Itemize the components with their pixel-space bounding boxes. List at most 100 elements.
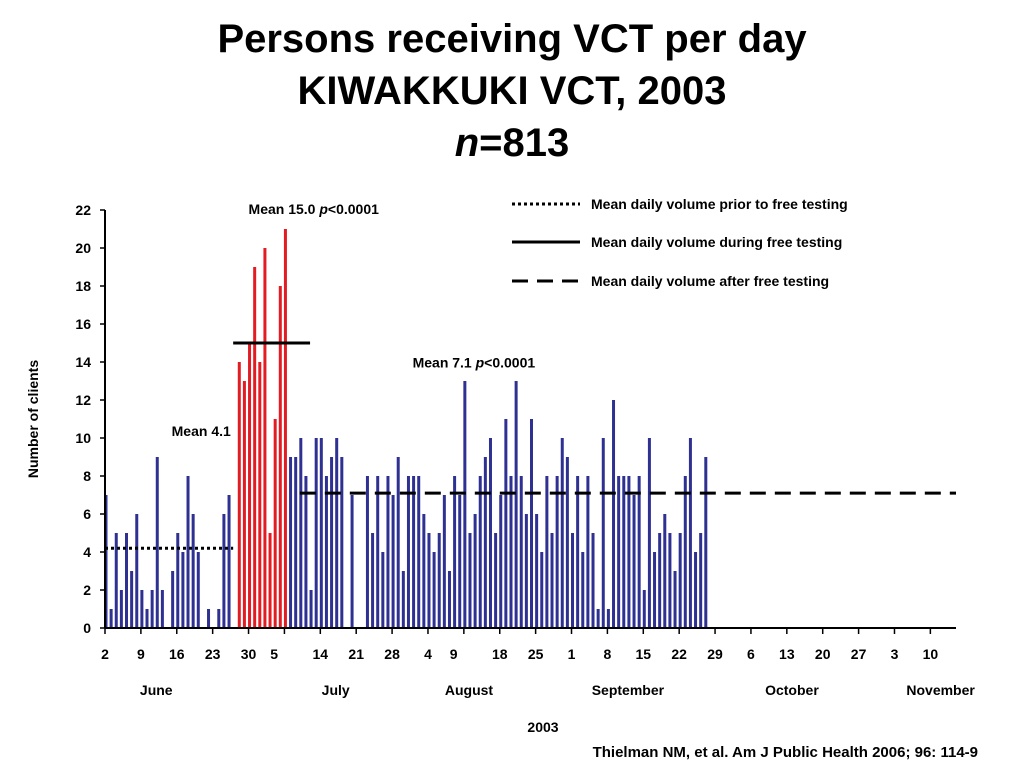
bar bbox=[688, 438, 692, 628]
bar bbox=[596, 609, 600, 628]
bar bbox=[176, 533, 180, 628]
chart-subtitle: KIWAKKUKI VCT, 2003 bbox=[297, 69, 727, 113]
bar bbox=[653, 552, 657, 628]
x-tick-label: 23 bbox=[205, 646, 221, 662]
bar bbox=[135, 514, 139, 628]
x-tick-label: 25 bbox=[528, 646, 544, 662]
bar bbox=[509, 476, 513, 628]
bar bbox=[591, 533, 595, 628]
citation: Thielman NM, et al. Am J Public Health 2… bbox=[592, 744, 978, 761]
bar bbox=[125, 533, 129, 628]
bar bbox=[350, 495, 354, 628]
bar bbox=[222, 514, 226, 628]
bar bbox=[699, 533, 703, 628]
bar bbox=[442, 495, 446, 628]
bar bbox=[381, 552, 385, 628]
bar bbox=[171, 571, 175, 628]
y-tick-label: 6 bbox=[83, 506, 91, 522]
bar bbox=[330, 457, 334, 628]
bar bbox=[540, 552, 544, 628]
bar bbox=[468, 533, 472, 628]
bar bbox=[458, 495, 462, 628]
bar bbox=[401, 571, 405, 628]
bar bbox=[499, 495, 503, 628]
bar bbox=[299, 438, 303, 628]
bar bbox=[268, 533, 272, 628]
bar bbox=[396, 457, 400, 628]
bar bbox=[304, 476, 308, 628]
bar bbox=[637, 476, 641, 628]
bar bbox=[545, 476, 549, 628]
bar bbox=[571, 533, 575, 628]
bar bbox=[647, 438, 651, 628]
annotation-p: p bbox=[318, 201, 328, 217]
bar bbox=[642, 590, 646, 628]
x-tick-label: 22 bbox=[671, 646, 687, 662]
annotation-pvalue: <0.0001 bbox=[328, 201, 379, 217]
month-label: June bbox=[140, 682, 173, 698]
bar bbox=[530, 419, 533, 628]
bar bbox=[617, 476, 621, 628]
x-tick-label: 5 bbox=[270, 646, 278, 662]
x-tick-label: 4 bbox=[424, 646, 432, 662]
x-tick-label: 8 bbox=[603, 646, 611, 662]
bar bbox=[586, 476, 590, 628]
bar bbox=[432, 552, 436, 628]
y-tick-label: 2 bbox=[83, 582, 91, 598]
bar bbox=[627, 476, 631, 628]
x-tick-label: 15 bbox=[635, 646, 651, 662]
bar bbox=[119, 590, 123, 628]
bar bbox=[186, 476, 190, 628]
sample-size-value: =813 bbox=[479, 121, 570, 165]
bar bbox=[560, 438, 564, 628]
bar bbox=[412, 476, 416, 628]
bar bbox=[622, 476, 626, 628]
bar bbox=[365, 476, 369, 628]
x-tick-label: 9 bbox=[450, 646, 458, 662]
month-label: October bbox=[765, 682, 819, 698]
x-tick-label: 18 bbox=[492, 646, 508, 662]
bar bbox=[371, 533, 375, 628]
x-tick-label: 29 bbox=[707, 646, 723, 662]
bar bbox=[606, 609, 610, 628]
bar bbox=[145, 609, 149, 628]
legend: Mean daily volume prior to free testing M… bbox=[512, 196, 848, 289]
bar bbox=[248, 343, 252, 628]
bar bbox=[565, 457, 569, 628]
x-tick-label: 3 bbox=[891, 646, 899, 662]
bar bbox=[437, 533, 441, 628]
bar bbox=[207, 609, 211, 628]
month-label: July bbox=[322, 682, 350, 698]
bar bbox=[253, 267, 257, 628]
x-axis-label: 2003 bbox=[527, 719, 558, 735]
bar bbox=[463, 381, 467, 628]
mean-annotation: Mean 7.1 p<0.0001 bbox=[413, 355, 536, 371]
y-tick-label: 12 bbox=[75, 392, 91, 408]
bar bbox=[453, 476, 457, 628]
sample-size: n=813 bbox=[0, 118, 1024, 168]
y-tick-label: 14 bbox=[75, 354, 91, 370]
bar bbox=[289, 457, 293, 628]
legend-label: Mean daily volume after free testing bbox=[591, 273, 829, 289]
bar bbox=[483, 457, 487, 628]
bar bbox=[227, 495, 231, 628]
legend-label: Mean daily volume prior to free testing bbox=[591, 196, 848, 212]
bar bbox=[694, 552, 698, 628]
bar bbox=[473, 514, 477, 628]
bar bbox=[678, 533, 682, 628]
bar bbox=[524, 514, 528, 628]
bar bbox=[478, 476, 482, 628]
bar bbox=[340, 457, 344, 628]
x-tick-label: 6 bbox=[747, 646, 755, 662]
annotation-mean: Mean 7.1 bbox=[413, 355, 476, 371]
bar bbox=[663, 514, 667, 628]
bar bbox=[196, 552, 200, 628]
bar bbox=[581, 552, 585, 628]
bar bbox=[155, 457, 159, 628]
x-tick-label: 21 bbox=[348, 646, 364, 662]
bar bbox=[150, 590, 154, 628]
bar bbox=[391, 495, 395, 628]
bar bbox=[314, 438, 318, 628]
mean-annotation: Mean 15.0 p<0.0001 bbox=[249, 201, 380, 217]
